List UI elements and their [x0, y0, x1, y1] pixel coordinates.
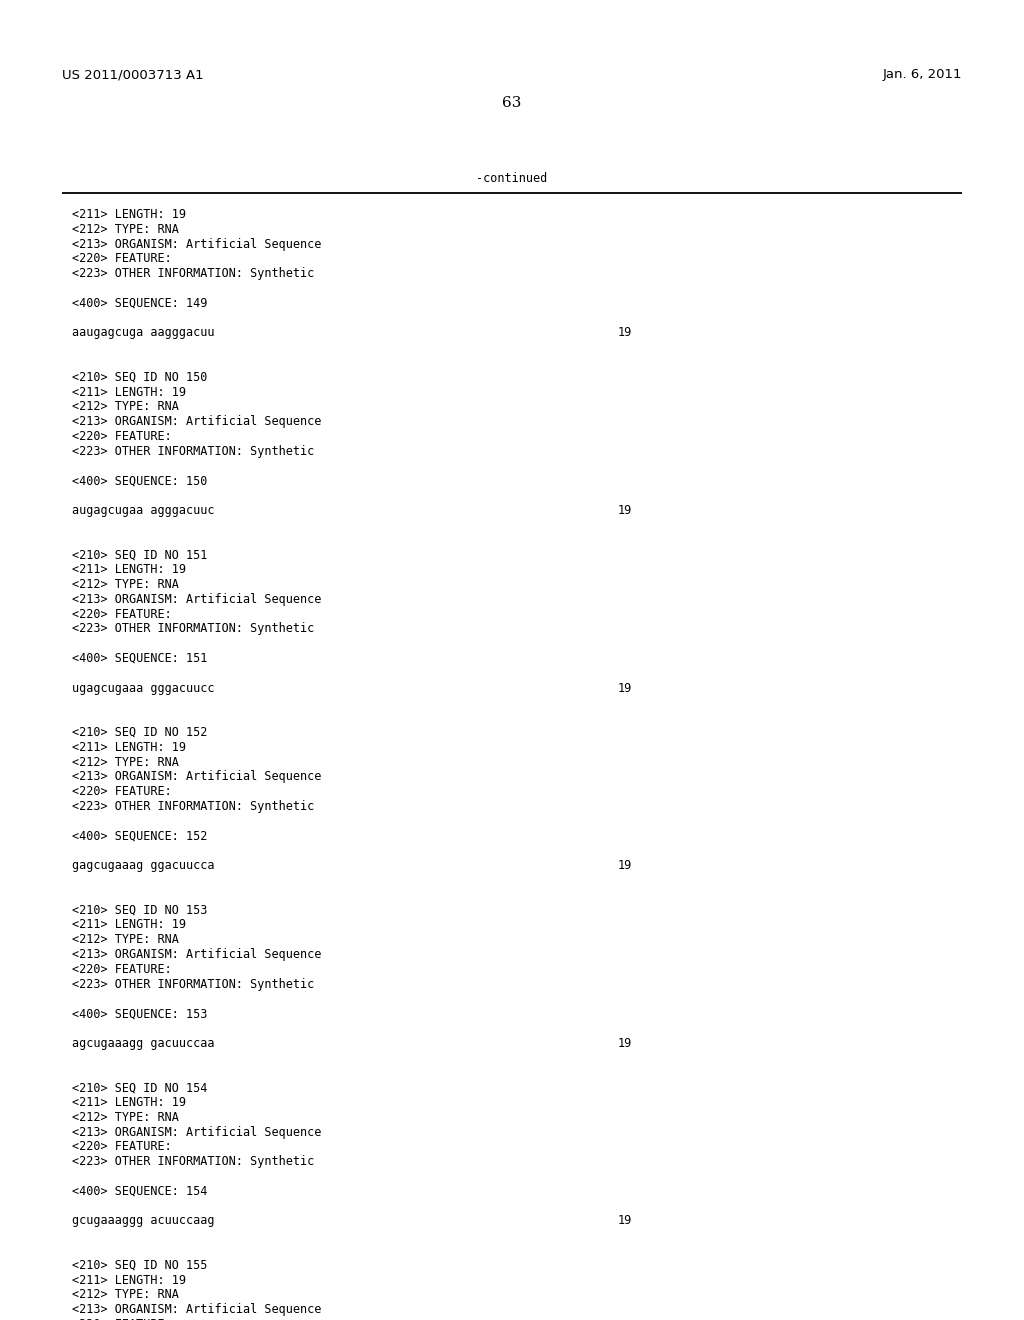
Text: <211> LENGTH: 19: <211> LENGTH: 19 [72, 385, 186, 399]
Text: <210> SEQ ID NO 152: <210> SEQ ID NO 152 [72, 726, 208, 739]
Text: Jan. 6, 2011: Jan. 6, 2011 [883, 69, 962, 81]
Text: <400> SEQUENCE: 150: <400> SEQUENCE: 150 [72, 474, 208, 487]
Text: <212> TYPE: RNA: <212> TYPE: RNA [72, 578, 179, 591]
Text: <212> TYPE: RNA: <212> TYPE: RNA [72, 400, 179, 413]
Text: <212> TYPE: RNA: <212> TYPE: RNA [72, 933, 179, 946]
Text: <400> SEQUENCE: 151: <400> SEQUENCE: 151 [72, 652, 208, 665]
Text: <223> OTHER INFORMATION: Synthetic: <223> OTHER INFORMATION: Synthetic [72, 978, 314, 990]
Text: <400> SEQUENCE: 154: <400> SEQUENCE: 154 [72, 1185, 208, 1197]
Text: 63: 63 [503, 96, 521, 110]
Text: <211> LENGTH: 19: <211> LENGTH: 19 [72, 564, 186, 577]
Text: <220> FEATURE:: <220> FEATURE: [72, 1140, 172, 1154]
Text: -continued: -continued [476, 172, 548, 185]
Text: <223> OTHER INFORMATION: Synthetic: <223> OTHER INFORMATION: Synthetic [72, 623, 314, 635]
Text: <213> ORGANISM: Artificial Sequence: <213> ORGANISM: Artificial Sequence [72, 771, 322, 783]
Text: agcugaaagg gacuuccaa: agcugaaagg gacuuccaa [72, 1036, 214, 1049]
Text: US 2011/0003713 A1: US 2011/0003713 A1 [62, 69, 204, 81]
Text: <211> LENGTH: 19: <211> LENGTH: 19 [72, 919, 186, 932]
Text: <211> LENGTH: 19: <211> LENGTH: 19 [72, 209, 186, 220]
Text: <223> OTHER INFORMATION: Synthetic: <223> OTHER INFORMATION: Synthetic [72, 800, 314, 813]
Text: <213> ORGANISM: Artificial Sequence: <213> ORGANISM: Artificial Sequence [72, 416, 322, 428]
Text: <213> ORGANISM: Artificial Sequence: <213> ORGANISM: Artificial Sequence [72, 593, 322, 606]
Text: <223> OTHER INFORMATION: Synthetic: <223> OTHER INFORMATION: Synthetic [72, 1155, 314, 1168]
Text: <220> FEATURE:: <220> FEATURE: [72, 962, 172, 975]
Text: ugagcugaaa gggacuucc: ugagcugaaa gggacuucc [72, 681, 214, 694]
Text: <400> SEQUENCE: 152: <400> SEQUENCE: 152 [72, 829, 208, 842]
Text: gagcugaaag ggacuucca: gagcugaaag ggacuucca [72, 859, 214, 873]
Text: <211> LENGTH: 19: <211> LENGTH: 19 [72, 1274, 186, 1287]
Text: augagcugaa agggacuuc: augagcugaa agggacuuc [72, 504, 214, 517]
Text: <211> LENGTH: 19: <211> LENGTH: 19 [72, 1096, 186, 1109]
Text: 19: 19 [618, 1036, 632, 1049]
Text: <212> TYPE: RNA: <212> TYPE: RNA [72, 1288, 179, 1302]
Text: <210> SEQ ID NO 151: <210> SEQ ID NO 151 [72, 548, 208, 561]
Text: <400> SEQUENCE: 153: <400> SEQUENCE: 153 [72, 1007, 208, 1020]
Text: <220> FEATURE:: <220> FEATURE: [72, 607, 172, 620]
Text: <220> FEATURE:: <220> FEATURE: [72, 1317, 172, 1320]
Text: <223> OTHER INFORMATION: Synthetic: <223> OTHER INFORMATION: Synthetic [72, 267, 314, 280]
Text: 19: 19 [618, 326, 632, 339]
Text: <223> OTHER INFORMATION: Synthetic: <223> OTHER INFORMATION: Synthetic [72, 445, 314, 458]
Text: 19: 19 [618, 504, 632, 517]
Text: 19: 19 [618, 1214, 632, 1228]
Text: <400> SEQUENCE: 149: <400> SEQUENCE: 149 [72, 297, 208, 310]
Text: <210> SEQ ID NO 155: <210> SEQ ID NO 155 [72, 1259, 208, 1271]
Text: <220> FEATURE:: <220> FEATURE: [72, 785, 172, 799]
Text: <213> ORGANISM: Artificial Sequence: <213> ORGANISM: Artificial Sequence [72, 1303, 322, 1316]
Text: aaugagcuga aagggacuu: aaugagcuga aagggacuu [72, 326, 214, 339]
Text: <211> LENGTH: 19: <211> LENGTH: 19 [72, 741, 186, 754]
Text: <212> TYPE: RNA: <212> TYPE: RNA [72, 755, 179, 768]
Text: <210> SEQ ID NO 153: <210> SEQ ID NO 153 [72, 904, 208, 916]
Text: <212> TYPE: RNA: <212> TYPE: RNA [72, 223, 179, 236]
Text: gcugaaaggg acuuccaag: gcugaaaggg acuuccaag [72, 1214, 214, 1228]
Text: 19: 19 [618, 681, 632, 694]
Text: <213> ORGANISM: Artificial Sequence: <213> ORGANISM: Artificial Sequence [72, 948, 322, 961]
Text: <220> FEATURE:: <220> FEATURE: [72, 252, 172, 265]
Text: 19: 19 [618, 859, 632, 873]
Text: <210> SEQ ID NO 150: <210> SEQ ID NO 150 [72, 371, 208, 384]
Text: <220> FEATURE:: <220> FEATURE: [72, 430, 172, 444]
Text: <210> SEQ ID NO 154: <210> SEQ ID NO 154 [72, 1081, 208, 1094]
Text: <213> ORGANISM: Artificial Sequence: <213> ORGANISM: Artificial Sequence [72, 1126, 322, 1139]
Text: <213> ORGANISM: Artificial Sequence: <213> ORGANISM: Artificial Sequence [72, 238, 322, 251]
Text: <212> TYPE: RNA: <212> TYPE: RNA [72, 1111, 179, 1123]
